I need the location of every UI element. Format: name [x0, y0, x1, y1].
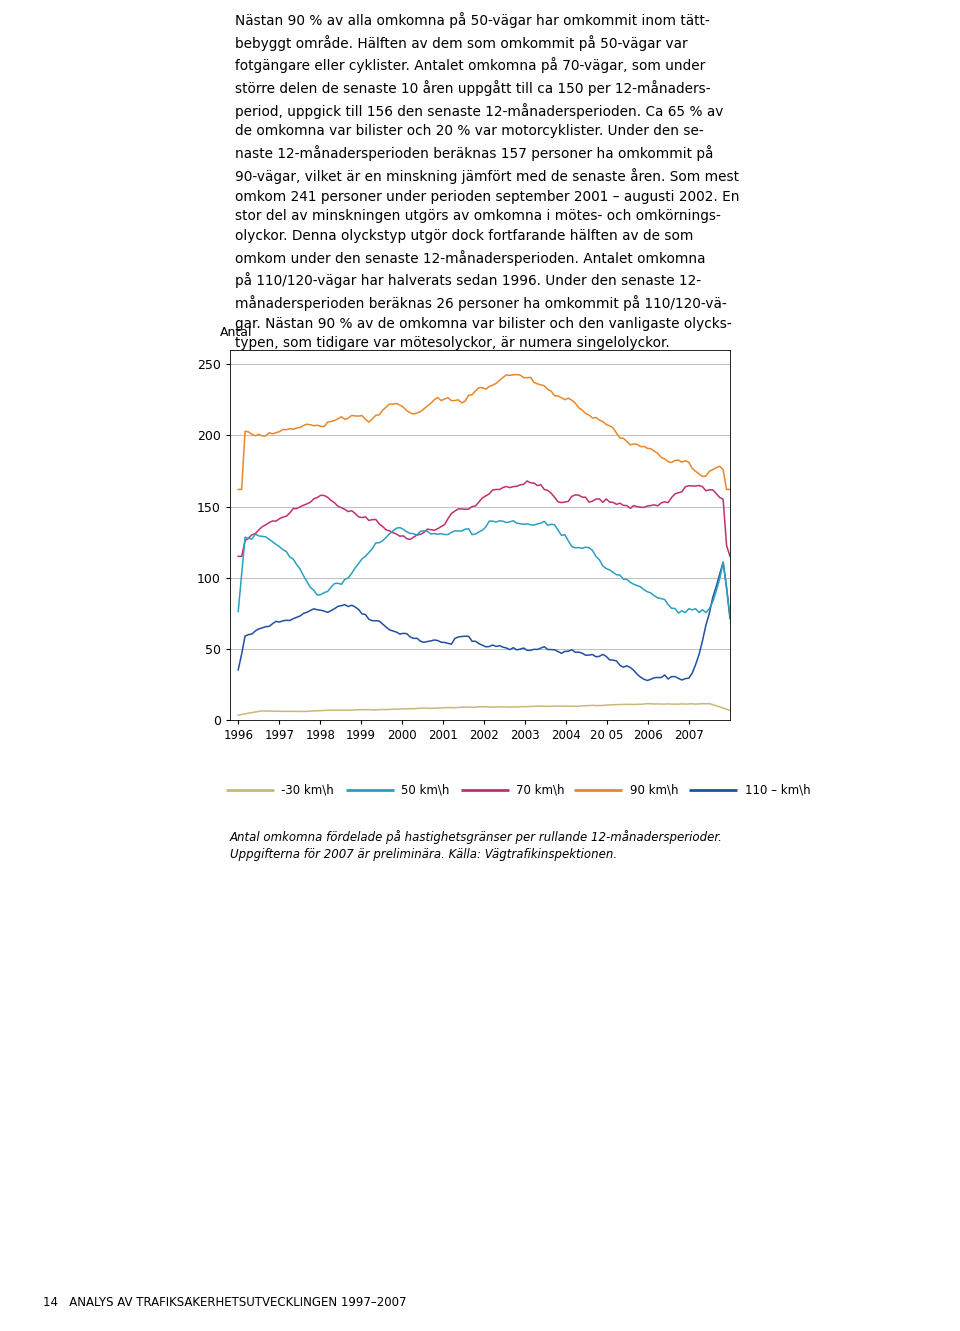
Text: 70 km\h: 70 km\h [516, 784, 565, 796]
Text: 14   ANALYS AV TRAFIKSÄKERHETSUTVECKLINGEN 1997–2007: 14 ANALYS AV TRAFIKSÄKERHETSUTVECKLINGE… [43, 1296, 407, 1308]
Text: 90 km\h: 90 km\h [630, 784, 679, 796]
Text: Uppgifterna för 2007 är preliminära. Källa: Vägtrafikinspektionen.: Uppgifterna för 2007 är preliminära. Käl… [230, 848, 617, 861]
Text: 50 km\h: 50 km\h [401, 784, 449, 796]
Text: 110 – km\h: 110 – km\h [745, 784, 810, 796]
Text: Antal omkomna fördelade på hastighetsgränser per rullande 12-månadersperioder.: Antal omkomna fördelade på hastighetsgrä… [230, 831, 723, 844]
Text: -30 km\h: -30 km\h [281, 784, 334, 796]
Text: Antal: Antal [220, 326, 252, 339]
Text: Nästan 90 % av alla omkomna på 50-vägar har omkommit inom tätt-
bebyggt område. : Nästan 90 % av alla omkomna på 50-vägar … [235, 12, 740, 350]
